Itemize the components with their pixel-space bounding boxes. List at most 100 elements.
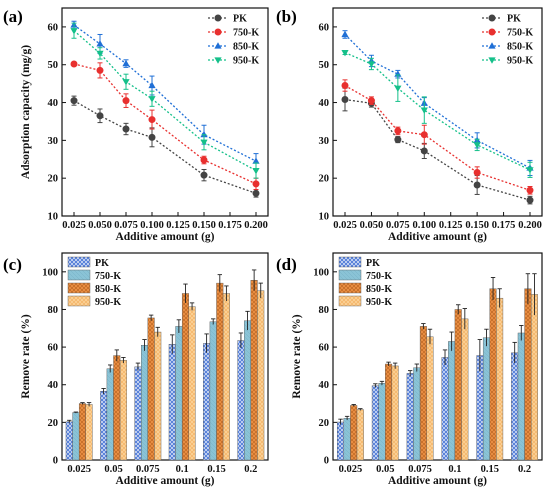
bar-PK: [65, 421, 73, 461]
x-tick-label: 0.075: [386, 220, 410, 231]
bar-850-K: [350, 405, 358, 461]
series-line: [73, 24, 257, 162]
legend-label: 850-K: [95, 284, 121, 295]
panel-label: (b): [276, 7, 297, 26]
legend-label: 850-K: [366, 284, 392, 295]
x-tick-label: 0.15: [481, 464, 499, 475]
y-tick-label: 100: [42, 267, 58, 278]
legend-label: 950-K: [507, 56, 533, 67]
x-tick-label: 0.1: [448, 464, 461, 475]
y-tick-label: 60: [48, 343, 59, 354]
data-point: [148, 116, 156, 124]
legend-label: 950-K: [366, 297, 392, 308]
data-point: [341, 82, 349, 90]
bar-PK: [134, 366, 142, 461]
bar-950-K: [119, 360, 127, 461]
bar-850-K: [113, 355, 121, 461]
bar-750-K: [209, 321, 217, 461]
data-point: [252, 189, 260, 197]
y-tick-label: 20: [48, 174, 59, 185]
bar-950-K: [496, 297, 504, 461]
bar-PK: [441, 357, 449, 461]
bar-850-K: [454, 309, 462, 461]
series-950-K: [70, 22, 260, 179]
y-tick-label: 30: [48, 136, 59, 147]
bar-750-K: [175, 326, 183, 461]
bar-750-K: [343, 418, 351, 461]
series-line: [344, 52, 531, 171]
bar-950-K: [257, 290, 265, 461]
bar-PK: [337, 421, 345, 461]
bar-950-K: [391, 365, 399, 461]
legend-label: 750-K: [95, 271, 121, 282]
y-axis-label: Remove rate (%): [291, 314, 303, 398]
legend-swatch: [67, 269, 91, 281]
legend-label: PK: [366, 258, 380, 269]
x-tick-label: 0.050: [88, 220, 112, 231]
data-point: [96, 50, 104, 58]
data-point: [252, 168, 260, 175]
y-tick-label: 10: [319, 212, 330, 223]
legend-swatch: [67, 256, 91, 268]
bar-950-K: [85, 404, 93, 461]
legend-swatch: [338, 269, 362, 281]
x-tick-label: 0.075: [408, 464, 432, 475]
y-tick-label: 80: [319, 305, 330, 316]
y-axis-label: Remove rate (%): [20, 314, 32, 398]
legend-label: 950-K: [233, 56, 259, 67]
legend-marker: [214, 14, 222, 22]
data-point: [394, 85, 402, 92]
series-line: [73, 100, 257, 194]
data-point: [420, 107, 428, 114]
data-point: [473, 169, 481, 177]
y-tick-label: 80: [48, 305, 59, 316]
bar-850-K: [250, 280, 258, 461]
series-750-K: [341, 79, 534, 195]
x-axis-label: Additive amount (g): [388, 231, 487, 243]
x-tick-label: 0.075: [136, 464, 160, 475]
x-tick-label: 0.100: [140, 220, 164, 231]
data-point: [148, 81, 156, 89]
x-tick-label: 0.175: [218, 220, 242, 231]
y-axis-label: Adsorption capacity (mg/g): [20, 45, 32, 179]
legend-label: 750-K: [233, 28, 259, 39]
data-point: [341, 96, 349, 104]
panel-d: (d) 0 20 40 60 80 100 Additive amount (g) Remove…: [276, 252, 543, 487]
x-tick-label: 0.1: [176, 464, 189, 475]
panel-label: (d): [276, 255, 297, 274]
data-point: [367, 61, 376, 68]
x-axis-label: Additive amount (g): [115, 231, 214, 243]
y-tick-label: 100: [313, 267, 329, 278]
bar-950-K: [426, 336, 434, 461]
x-tick-label: 0.100: [412, 220, 436, 231]
panel-a: (a) 10 20 30 40 50 60 Additive amount (g) Adsorp…: [3, 7, 269, 243]
x-axis-label: Additive amount (g): [388, 475, 487, 487]
series-850-K: [70, 20, 260, 170]
x-tick-label: 0.150: [192, 220, 216, 231]
bar-750-K: [244, 320, 252, 461]
plot-frame: [61, 7, 269, 217]
legend-swatch: [338, 256, 362, 268]
series-line: [344, 84, 531, 191]
bar-850-K: [489, 288, 497, 461]
data-point: [96, 112, 104, 120]
data-point: [473, 142, 481, 149]
bar-850-K: [385, 363, 393, 461]
bar-PK: [371, 385, 379, 461]
x-tick-label: 0.025: [339, 464, 363, 475]
series-line: [344, 98, 531, 201]
bar-PK: [100, 391, 108, 461]
data-point: [148, 96, 156, 103]
legend-swatch: [67, 295, 91, 307]
data-point: [526, 196, 534, 204]
data-point: [122, 125, 130, 133]
legend-marker: [214, 42, 222, 49]
data-point: [420, 131, 428, 139]
legend-label: PK: [233, 14, 247, 25]
data-point: [122, 97, 130, 105]
bar-950-K: [154, 331, 162, 461]
legend-swatch: [338, 295, 362, 307]
x-tick-label: 0.125: [439, 220, 463, 231]
bar-750-K: [517, 332, 525, 461]
legend-label: 750-K: [366, 271, 392, 282]
